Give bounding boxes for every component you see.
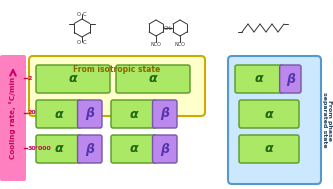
Text: β: β [85, 108, 94, 121]
Text: NCO: NCO [174, 43, 185, 47]
FancyBboxPatch shape [116, 65, 190, 93]
FancyBboxPatch shape [235, 65, 284, 93]
Text: α: α [265, 108, 273, 121]
Text: From phase
separated state: From phase separated state [322, 92, 332, 148]
Text: β: β [286, 73, 295, 85]
Text: 20: 20 [28, 111, 37, 115]
Text: α: α [255, 73, 264, 85]
Text: α: α [55, 108, 63, 121]
FancyBboxPatch shape [153, 135, 177, 163]
Text: α: α [69, 73, 77, 85]
FancyBboxPatch shape [228, 56, 321, 184]
Text: C: C [83, 12, 87, 16]
FancyBboxPatch shape [78, 100, 102, 128]
Text: 2: 2 [28, 75, 32, 81]
FancyBboxPatch shape [29, 56, 205, 116]
Text: NCO: NCO [151, 43, 162, 47]
Text: β: β [85, 143, 94, 156]
Text: β: β [160, 108, 169, 121]
Text: O: O [77, 40, 81, 44]
Text: CH₂: CH₂ [164, 26, 172, 30]
Text: 30’000: 30’000 [28, 146, 52, 150]
Text: C: C [83, 40, 87, 44]
Text: From isotropic state: From isotropic state [73, 66, 161, 74]
Text: O: O [77, 12, 81, 16]
Text: Cooling rate, °C/min: Cooling rate, °C/min [10, 77, 16, 159]
Text: α: α [130, 143, 138, 156]
FancyBboxPatch shape [153, 100, 177, 128]
FancyBboxPatch shape [0, 55, 26, 181]
FancyBboxPatch shape [280, 65, 301, 93]
FancyBboxPatch shape [111, 100, 157, 128]
FancyBboxPatch shape [239, 100, 299, 128]
FancyBboxPatch shape [239, 135, 299, 163]
FancyBboxPatch shape [78, 135, 102, 163]
FancyBboxPatch shape [36, 65, 110, 93]
FancyBboxPatch shape [111, 135, 157, 163]
FancyBboxPatch shape [36, 100, 82, 128]
Text: β: β [160, 143, 169, 156]
Text: α: α [55, 143, 63, 156]
Text: α: α [149, 73, 157, 85]
FancyBboxPatch shape [36, 135, 82, 163]
Text: α: α [130, 108, 138, 121]
Text: α: α [265, 143, 273, 156]
